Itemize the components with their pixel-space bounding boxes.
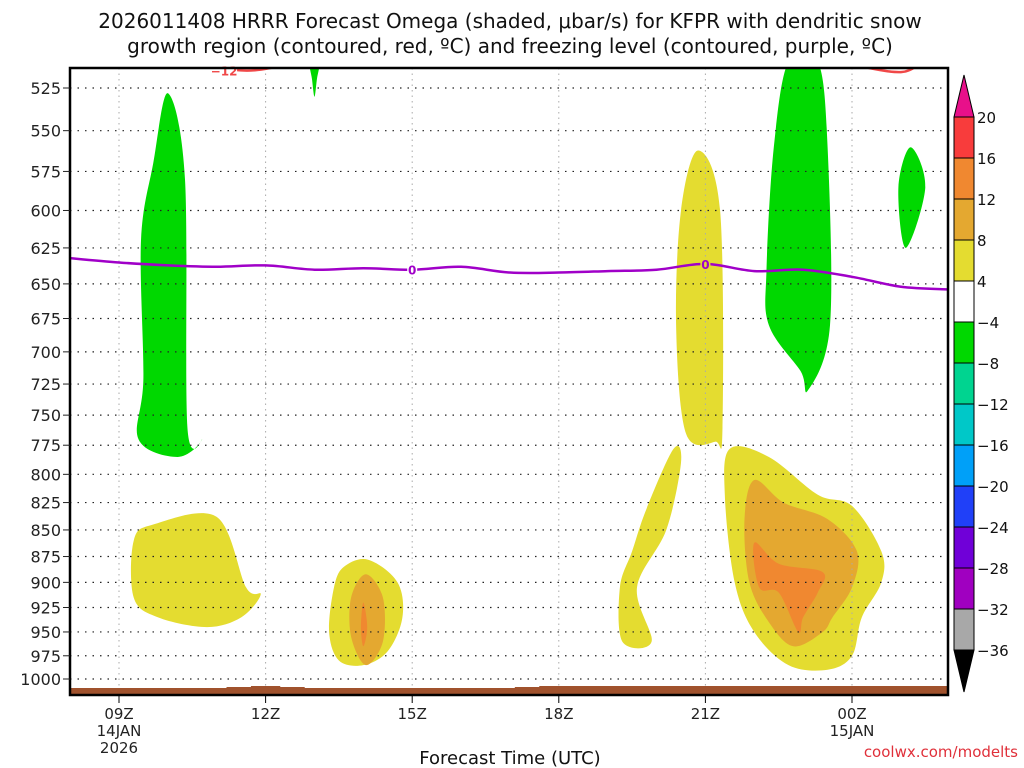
- omega-region-lift-23z-upper: [765, 69, 832, 393]
- x-tick-label: 14JAN: [97, 722, 142, 740]
- omega-region-sink-21z-column: [675, 150, 724, 449]
- colorbar-under-arrow: [953, 649, 975, 693]
- chart-title-line2: growth region (contoured, red, ºC) and f…: [127, 34, 893, 58]
- dgz-contour-line: [223, 69, 915, 74]
- colorbar-label: 16: [977, 150, 996, 168]
- omega-region-lift-01z-small: [898, 147, 926, 248]
- y-tick-label: 1000: [20, 670, 61, 689]
- y-tick-label: 725: [30, 375, 61, 394]
- omega-region-sink-20z-low: [618, 445, 682, 649]
- x-tick-label: 12Z: [251, 705, 280, 723]
- colorbar-band: [953, 567, 975, 610]
- colorbar-band: [953, 526, 975, 569]
- colorbar-band: [953, 485, 975, 528]
- y-tick-label: 875: [30, 548, 61, 567]
- colorbar-label: −28: [977, 560, 1009, 578]
- colorbar-label: −20: [977, 478, 1009, 496]
- colorbar-band: [953, 157, 975, 200]
- y-tick-label: 900: [30, 573, 61, 592]
- chart-title-line1: 2026011408 HRRR Forecast Omega (shaded, …: [98, 9, 921, 33]
- colorbar-label: 4: [977, 273, 987, 291]
- y-tick-label: 575: [30, 162, 61, 181]
- y-tick-label: 975: [30, 647, 61, 666]
- y-tick-label: 775: [30, 436, 61, 455]
- colorbar-band: [953, 321, 975, 364]
- y-tick-label: 925: [30, 598, 61, 617]
- omega-region-lift-09z-upper: [136, 93, 203, 457]
- colorbar-label: −16: [977, 437, 1009, 455]
- x-tick-label: 15Z: [398, 705, 427, 723]
- y-axis: 525 550 575 600 625 650 675 700 725 750 775 800 825 8…: [20, 79, 70, 689]
- y-tick-label: 600: [30, 201, 61, 220]
- colorbar-band: [953, 198, 975, 241]
- omega-region-lift-13z-sliver: [310, 69, 319, 97]
- y-tick-label: 550: [30, 122, 61, 141]
- colorbar-label: −36: [977, 642, 1009, 660]
- omega-region-sink-14z-core: [349, 574, 385, 666]
- terrain-ground: [71, 686, 948, 695]
- y-tick-label: 950: [30, 623, 61, 642]
- colorbar-band: [953, 444, 975, 487]
- y-tick-label: 525: [30, 79, 61, 98]
- dgz-contour-label: −12: [211, 64, 238, 78]
- freezing-level-label: 0: [408, 264, 416, 278]
- x-tick-label: 21Z: [691, 705, 720, 723]
- freezing-label-bg: [700, 256, 711, 271]
- colorbar-band: [953, 116, 975, 159]
- colorbar-band: [953, 403, 975, 446]
- omega-region-sink-23z-max: [753, 542, 826, 633]
- colorbar-label: 8: [977, 232, 987, 250]
- y-tick-label: 700: [30, 343, 61, 362]
- y-tick-label: 850: [30, 521, 61, 540]
- y-tick-label: 675: [30, 310, 61, 329]
- colorbar-label: −4: [977, 314, 999, 332]
- omega-region-sink-23z-mid: [744, 479, 859, 647]
- colorbar-band: [953, 280, 975, 323]
- colorbar-label: 12: [977, 191, 996, 209]
- x-tick-label: 00Z: [837, 705, 866, 723]
- colorbar-band: [953, 362, 975, 405]
- omega-region-sink-14z-max: [360, 602, 368, 647]
- colorbar-over-arrow: [953, 74, 975, 118]
- freezing-level-line: [71, 256, 948, 291]
- colorbar-label: −8: [977, 355, 999, 373]
- y-tick-label: 800: [30, 465, 61, 484]
- x-tick-label: 2026: [100, 739, 138, 757]
- x-tick-label: 18Z: [544, 705, 573, 723]
- y-tick-label: 650: [30, 275, 61, 294]
- colorbar-label: −12: [977, 396, 1009, 414]
- credit-link[interactable]: coolwx.com/modelts: [864, 743, 1018, 761]
- y-tick-label: 825: [30, 494, 61, 513]
- plot-frame: [68, 66, 950, 697]
- x-tick-label: 09Z: [104, 705, 133, 723]
- y-tick-label: 625: [30, 239, 61, 258]
- x-tick-label: 15JAN: [830, 722, 875, 740]
- colorbar: 20 16 12 8 4 −4 −8 −12 −16 −20 −24 −28 −32 −36: [953, 74, 1009, 693]
- colorbar-band: [953, 608, 975, 651]
- plot-area: 0 0 −12: [68, 64, 950, 697]
- x-axis-label: Forecast Time (UTC): [419, 748, 600, 768]
- omega-region-sink-09z-low: [130, 513, 261, 628]
- colorbar-label: 20: [977, 109, 996, 127]
- freezing-level-label: 0: [701, 258, 709, 272]
- colorbar-label: −24: [977, 519, 1009, 537]
- colorbar-label: −32: [977, 601, 1009, 619]
- freezing-label-bg: [407, 262, 418, 277]
- colorbar-band: [953, 239, 975, 282]
- y-tick-label: 750: [30, 406, 61, 425]
